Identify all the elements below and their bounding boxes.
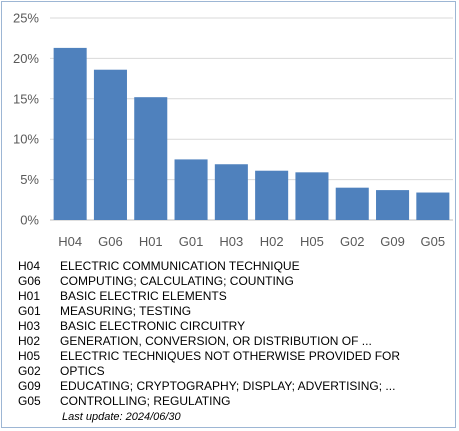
legend-row: G01 MEASURING; TESTING: [18, 304, 400, 319]
x-tick-label: G02: [340, 234, 365, 249]
y-tick-label: 5%: [20, 172, 39, 187]
bar-g09: [376, 190, 410, 220]
x-tick-label: H05: [300, 234, 324, 249]
legend-code: H05: [18, 349, 41, 363]
y-tick-label: 25%: [13, 11, 39, 26]
bar-g02: [335, 187, 369, 220]
legend-description: CONTROLLING; REGULATING: [60, 394, 231, 408]
legend-row: G06 COMPUTING; CALCULATING; COUNTING: [18, 274, 400, 289]
legend-description: ELECTRIC TECHNIQUES NOT OTHERWISE PROVID…: [60, 349, 401, 363]
legend-code: H04: [18, 259, 41, 273]
x-tick-label: H04: [58, 234, 82, 249]
y-tick-label: 0%: [20, 213, 39, 228]
bar-h04: [53, 47, 87, 221]
bar-chart: 0% 5% 10% 15% 20% 25% H04 G06 H01 G01 H03 H02 H05 G02…: [13, 11, 453, 249]
legend-row: G05 CONTROLLING; REGULATING: [18, 394, 400, 409]
y-tick-label: 15%: [13, 91, 39, 106]
legend-code: H02: [18, 334, 41, 348]
legend-code: H03: [18, 319, 41, 333]
bar-h02: [255, 170, 289, 220]
legend-code: G09: [18, 379, 41, 393]
legend-code: G01: [18, 304, 41, 318]
bar-h01: [134, 97, 168, 220]
bar-g06: [93, 69, 127, 220]
last-update-text: Last update: 2024/06/30: [62, 411, 181, 423]
legend-row: G09 EDUCATING; CRYPTOGRAPHY; DISPLAY; ADV…: [18, 379, 400, 394]
legend-description: BASIC ELECTRIC ELEMENTS: [60, 289, 227, 303]
x-tick-label: G06: [98, 234, 123, 249]
legend-code: G02: [18, 364, 41, 378]
bar-g01: [174, 159, 208, 220]
x-tick-label: G09: [380, 234, 405, 249]
legend-code: H01: [18, 289, 41, 303]
x-tick-label: H03: [219, 234, 243, 249]
x-tick-label: H02: [260, 234, 284, 249]
legend-description: BASIC ELECTRONIC CIRCUITRY: [60, 319, 246, 333]
legend-description: ELECTRIC COMMUNICATION TECHNIQUE: [60, 259, 300, 273]
x-tick-label: H01: [139, 234, 163, 249]
legend-row: H05 ELECTRIC TECHNIQUES NOT OTHERWISE PRO…: [18, 349, 400, 364]
bar-h03: [214, 164, 248, 220]
legend-code: G05: [18, 394, 41, 408]
legend-description: OPTICS: [60, 364, 105, 378]
legend-description: EDUCATING; CRYPTOGRAPHY; DISPLAY; ADVERT…: [60, 379, 396, 393]
y-tick-label: 10%: [13, 132, 39, 147]
x-tick-label: G05: [421, 234, 446, 249]
legend-row: H02 GENERATION, CONVERSION, OR DISTRIBUTI…: [18, 334, 400, 349]
bar-g05: [416, 192, 450, 220]
legend-row: G02 OPTICS: [18, 364, 400, 379]
legend-description: GENERATION, CONVERSION, OR DISTRIBUTION …: [60, 334, 372, 348]
legend-row: H03 BASIC ELECTRONIC CIRCUITRY: [18, 319, 400, 334]
code-legend: H04 ELECTRIC COMMUNICATION TECHNIQUE G06 CO…: [18, 259, 400, 409]
legend-row: H04 ELECTRIC COMMUNICATION TECHNIQUE: [18, 259, 400, 274]
x-tick-label: G01: [179, 234, 204, 249]
legend-code: G06: [18, 274, 41, 288]
bar-h05: [295, 172, 329, 220]
legend-row: H01 BASIC ELECTRIC ELEMENTS: [18, 289, 400, 304]
legend-description: MEASURING; TESTING: [60, 304, 192, 318]
y-tick-label: 20%: [13, 51, 39, 66]
legend-description: COMPUTING; CALCULATING; COUNTING: [60, 274, 294, 288]
